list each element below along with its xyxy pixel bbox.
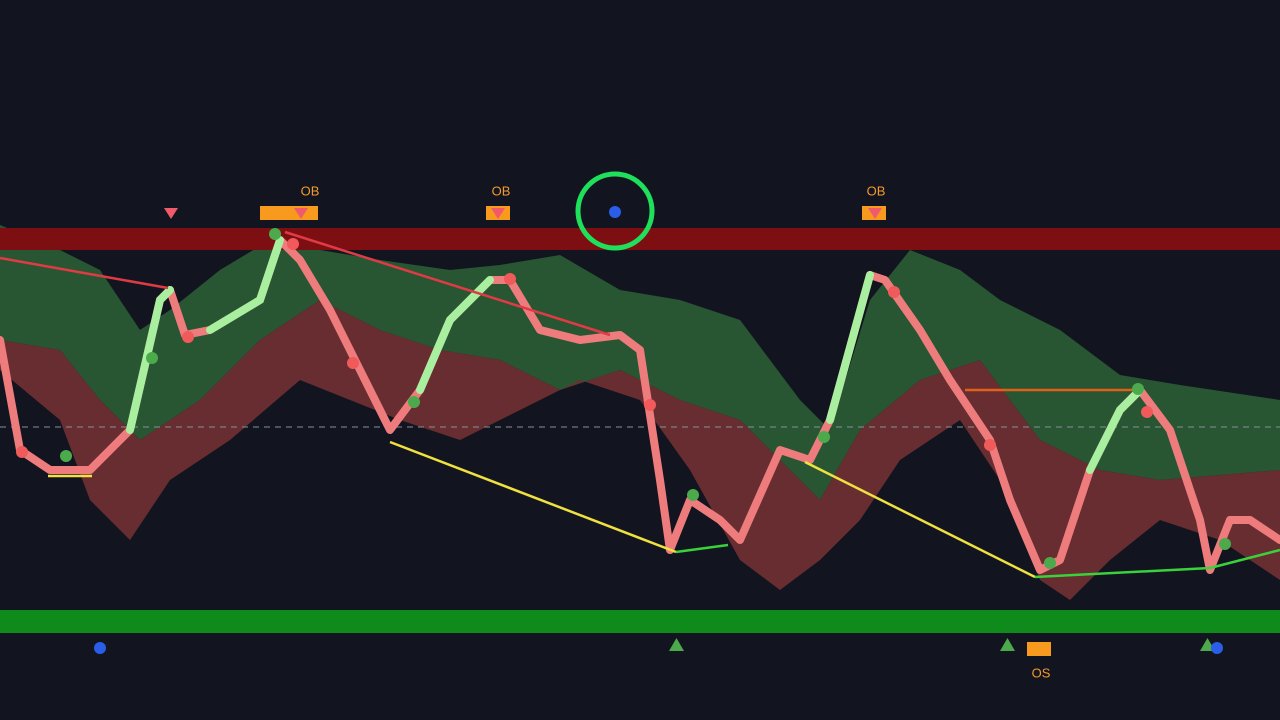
- rise-segment: [1086, 386, 1144, 474]
- divergence-line: [804, 460, 1036, 579]
- divergence-line: [0, 256, 169, 290]
- buy-dot: [1044, 557, 1056, 569]
- ob-box: [260, 206, 318, 220]
- ob-label: OB: [867, 183, 886, 198]
- sell-dot: [504, 273, 516, 285]
- sell-dot: [347, 357, 359, 369]
- buy-dot: [818, 431, 830, 443]
- blue-dot: [609, 206, 621, 218]
- oversold-band: [0, 610, 1280, 633]
- buy-dot: [1219, 538, 1231, 550]
- divergence-line: [1209, 548, 1280, 570]
- trend-lines: [0, 230, 1280, 579]
- ob-label: OB: [301, 183, 320, 198]
- buy-dot: [408, 396, 420, 408]
- sell-triangle: [868, 208, 882, 219]
- buy-triangle: [1000, 638, 1015, 651]
- sell-triangle: [164, 208, 178, 219]
- blue-dot: [1211, 642, 1223, 654]
- buy-dot: [60, 450, 72, 462]
- rise-segment: [126, 286, 174, 434]
- buy-dot: [1132, 383, 1144, 395]
- divergence-line: [389, 440, 677, 554]
- ob-label: OB: [492, 183, 511, 198]
- os-box: [1027, 642, 1051, 656]
- highlight-circle: [575, 171, 655, 251]
- divergence-line: [284, 230, 611, 337]
- signal-markers: [94, 171, 1223, 656]
- sell-dot: [644, 399, 656, 411]
- buy-dot: [269, 228, 281, 240]
- buy-dot: [687, 489, 699, 501]
- sell-triangle: [491, 208, 505, 219]
- os-label: OS: [1032, 665, 1051, 680]
- divergence-line: [1034, 566, 1211, 579]
- sell-dot: [287, 238, 299, 250]
- sell-dot: [1141, 406, 1153, 418]
- red-cloud: [0, 300, 1280, 600]
- blue-dot: [94, 642, 106, 654]
- sell-dot: [984, 439, 996, 451]
- sell-triangle: [294, 208, 308, 219]
- cross-dots: [16, 228, 1231, 569]
- divergence-line: [675, 543, 729, 554]
- oscillator-rising: [126, 236, 1144, 474]
- buy-dot: [146, 352, 158, 364]
- sell-dot: [16, 446, 28, 458]
- rise-segment: [206, 236, 284, 334]
- sell-dot: [182, 331, 194, 343]
- rise-segment: [826, 271, 874, 424]
- sell-dot: [888, 286, 900, 298]
- buy-triangle: [669, 638, 684, 651]
